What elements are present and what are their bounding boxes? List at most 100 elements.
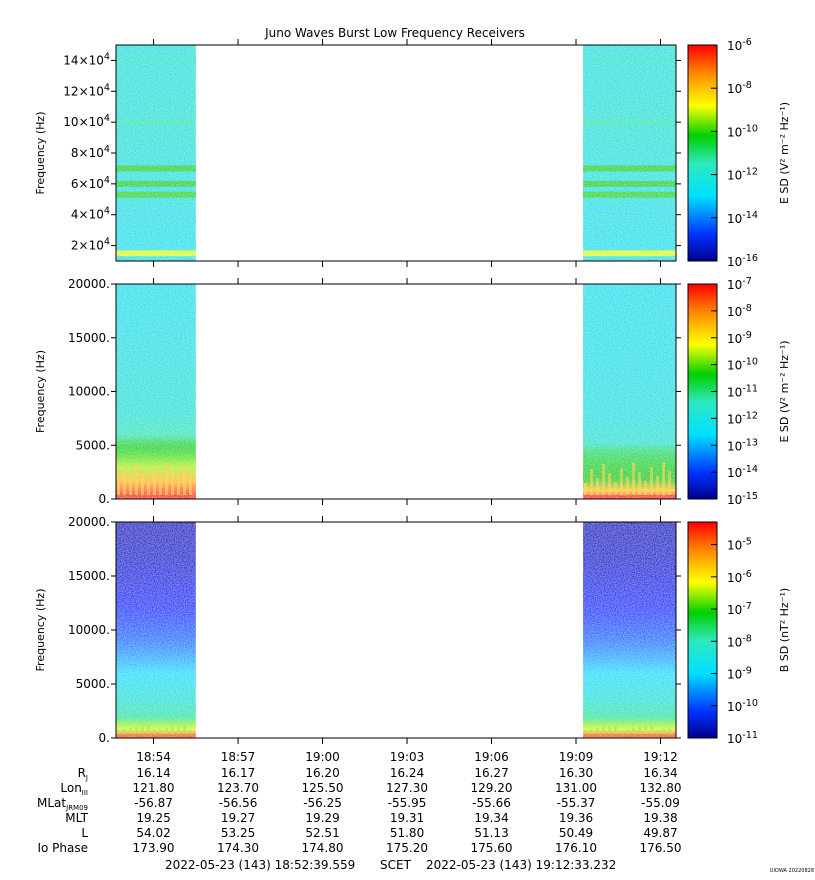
y-tick-label: 14×104	[63, 51, 110, 67]
emission-stripe	[614, 482, 618, 495]
emission-stripe	[117, 730, 120, 734]
spectrogram-cells	[583, 45, 676, 261]
colorbar-tick-label-base: 10	[727, 603, 742, 617]
ephemeris-row-label-sub: JRM09	[65, 804, 88, 812]
y-tick-label-base: 2×10	[71, 239, 104, 253]
y-tick-label: 10000.	[68, 623, 110, 637]
colorbar-gradient	[688, 45, 717, 261]
emission-stripe	[620, 468, 624, 495]
emission-stripe	[141, 726, 144, 734]
data-segment-2	[583, 284, 676, 499]
y-tick-label: 20000.	[68, 515, 110, 529]
colorbar-tick-label-exp: -8	[742, 303, 752, 314]
ephemeris-row-label-sub: J	[85, 774, 88, 782]
ephemeris-value: 16.34	[643, 766, 677, 780]
emission-stripe	[183, 467, 186, 495]
y-tick-label: 0.	[99, 492, 110, 506]
ephemeris-value: 16.17	[221, 766, 255, 780]
ephemeris-value: 176.10	[555, 841, 597, 855]
colorbar-tick-label-exp: -14	[742, 210, 758, 221]
colorbar-tick-label-exp: -9	[742, 666, 752, 677]
spectrogram-cells	[583, 284, 676, 499]
x-tick-label: 19:12	[643, 750, 678, 764]
footer: 2022-05-23 (143) 18:52:39.559 SCET 2022-…	[165, 858, 814, 874]
x-tick-label: 18:57	[221, 750, 256, 764]
emission-stripe	[153, 468, 156, 495]
y-axis-label: Frequency (Hz)	[34, 589, 47, 672]
ephemeris-value: 174.30	[217, 841, 259, 855]
colorbar-tick-label-base: 10	[727, 412, 742, 426]
ephemeris-value: 50.49	[559, 826, 593, 840]
ephemeris-value: 19.36	[559, 811, 593, 825]
emission-band	[116, 119, 196, 126]
colorbar-tick-label: 10-7	[727, 601, 752, 617]
y-tick-label: 4×104	[71, 206, 110, 222]
emission-stripe	[662, 729, 666, 734]
y-tick-label-base: 6×10	[71, 177, 104, 191]
ephemeris-row-label-main: MLat	[37, 796, 66, 810]
ephemeris-value: 176.50	[640, 841, 682, 855]
colorbar-tick-label-exp: -11	[742, 730, 758, 741]
colorbar-tick-label: 10-8	[727, 80, 752, 96]
y-tick-label-exp: 4	[104, 144, 110, 155]
spectrogram-panel-2: 0. 5000. 10000. 15000. 20000. Frequency (Hz) 1…	[34, 276, 791, 507]
ephemeris-value: 19.29	[305, 811, 339, 825]
ephemeris-value: 16.14	[136, 766, 170, 780]
emission-stripe	[147, 725, 150, 734]
ephemeris-value: 123.70	[217, 781, 259, 795]
ephemeris-value: 49.87	[643, 826, 677, 840]
emission-stripe	[602, 464, 606, 495]
y-tick-label-base: 14×10	[63, 53, 104, 67]
ephemeris-table: RJ 16.14 16.17 16.20 16.24 16.27 16.30 16.34 Lon…	[37, 766, 681, 855]
colorbar-frame	[687, 521, 718, 739]
y-tick-label-base: 5000.	[76, 438, 110, 452]
y-tick-label-base: 10×10	[63, 115, 104, 129]
footer-end-stamp: 2022-05-23 (143) 19:12:33.232	[426, 858, 616, 872]
colorbar-tick-label: 10-14	[727, 464, 758, 480]
data-segment-2	[583, 522, 676, 738]
emission-stripe	[638, 472, 642, 495]
emission-stripe	[614, 725, 618, 734]
colorbar-tick-label-exp: -14	[742, 464, 758, 475]
ephemeris-row-label: L	[81, 826, 88, 840]
colorbar-tick-label-base: 10	[727, 332, 742, 346]
time-axis: 18:54 18:57 19:00 19:03 19:06 19:09 19:12	[136, 750, 678, 764]
ephemeris-row-label-main: L	[81, 826, 88, 840]
colorbar-tick-label-exp: -11	[742, 384, 758, 395]
ephemeris-value: 127.30	[386, 781, 428, 795]
emission-stripe	[596, 728, 600, 734]
emission-stripe	[159, 729, 162, 734]
colorbar-tick-label: 10-16	[727, 253, 758, 269]
lowfreq-band	[116, 495, 196, 499]
ephemeris-value: 51.13	[474, 826, 508, 840]
emission-stripe	[177, 726, 180, 734]
emission-stripe	[590, 469, 594, 495]
emission-stripe	[165, 463, 168, 495]
y-tick-label-base: 10000.	[68, 623, 110, 637]
ephemeris-value: 19.34	[474, 811, 508, 825]
emission-stripe	[189, 730, 192, 734]
ephemeris-value: -56.25	[303, 796, 342, 810]
emission-stripe	[171, 472, 174, 495]
ephemeris-value: 121.80	[133, 781, 175, 795]
colorbar-tick-label: 10-6	[727, 569, 752, 585]
emission-stripe	[117, 483, 120, 495]
colorbar-tick-label-exp: -7	[742, 601, 752, 612]
spectrogram-cells	[116, 45, 196, 261]
ephemeris-value: 16.27	[474, 766, 508, 780]
figure-title: Juno Waves Burst Low Frequency Receivers	[264, 26, 525, 40]
colorbar-tick-label-base: 10	[727, 169, 742, 183]
y-tick-label-exp: 4	[104, 113, 110, 124]
colorbar-tick-label-base: 10	[727, 386, 742, 400]
panels: 2×1044×1046×1048×10410×10412×10414×104Fr…	[34, 37, 791, 746]
emission-stripe	[650, 725, 654, 734]
colorbar-tick-label-base: 10	[727, 125, 742, 139]
y-tick-label-exp: 4	[104, 237, 110, 248]
colorbar-label: B SD (nT² Hz⁻¹)	[778, 588, 791, 672]
colorbar-tick-label-base: 10	[727, 359, 742, 373]
x-tick-label: 19:06	[474, 750, 509, 764]
ephemeris-value: -55.66	[472, 796, 511, 810]
y-tick-label-base: 12×10	[63, 84, 104, 98]
colorbar-tick-label: 10-9	[727, 666, 752, 682]
colorbar-tick-label: 10-13	[727, 437, 758, 453]
